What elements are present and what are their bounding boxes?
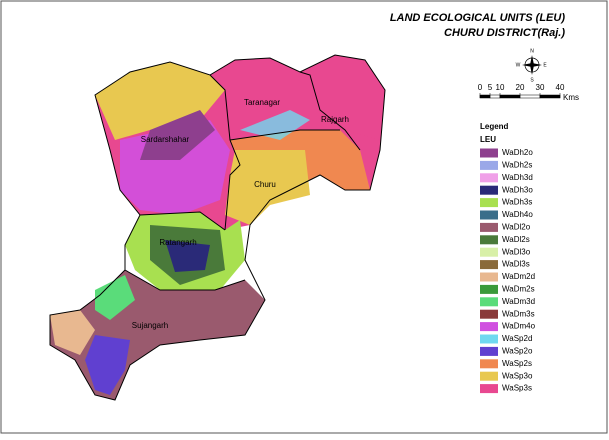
legend-label: WaDh3d: [502, 173, 533, 182]
compass-e: E: [543, 62, 547, 68]
region-label: Taranagar: [244, 98, 280, 107]
region-label: Rajgarh: [321, 115, 349, 124]
legend-label: WaDm4o: [502, 322, 536, 331]
scale-label: 20: [516, 83, 525, 92]
scale-segment: [489, 94, 501, 99]
scale-label: 5: [488, 83, 493, 92]
compass-n: N: [530, 48, 534, 54]
scale-label: 10: [496, 83, 505, 92]
legend-swatch: [480, 359, 498, 369]
legend-label: WaSp3s: [502, 384, 532, 393]
legend-swatch: [480, 297, 498, 307]
compass-w: W: [516, 62, 521, 68]
legend-label: WaDm2s: [502, 285, 535, 294]
legend-label: WaDl2o: [502, 223, 531, 232]
legend-label: WaDl2s: [502, 235, 530, 244]
legend-swatch: [480, 371, 498, 381]
legend-label: WaSp2s: [502, 359, 532, 368]
legend-swatch: [480, 272, 498, 282]
legend-swatch: [480, 247, 498, 257]
region-label: Churu: [254, 180, 276, 189]
legend-label: WaDm3s: [502, 309, 535, 318]
scale-segment: [499, 94, 521, 99]
map: [49, 54, 386, 401]
legend-swatch: [480, 148, 498, 158]
legend-swatch: [480, 160, 498, 170]
legend-subtitle: LEU: [480, 135, 496, 144]
legend-swatch: [480, 210, 498, 220]
legend-swatch: [480, 235, 498, 245]
scale-unit: Kms: [563, 93, 579, 102]
legend-swatch: [480, 198, 498, 208]
legend-swatch: [480, 346, 498, 356]
legend-label: WaDl3s: [502, 260, 530, 269]
legend-label: WaDl3o: [502, 247, 531, 256]
compass-s: S: [530, 77, 534, 83]
legend-label: WaSp3o: [502, 371, 533, 380]
legend-swatch: [480, 309, 498, 319]
region-label: Ratangarh: [159, 238, 196, 247]
legend-swatch: [480, 322, 498, 332]
region-label: Sardarshahar: [141, 135, 190, 144]
legend-title: Legend: [480, 122, 509, 131]
legend-swatch: [480, 260, 498, 270]
legend-label: WaDh4o: [502, 210, 533, 219]
legend-swatch: [480, 384, 498, 394]
legend: WaDh2o WaDh2s WaDh3d WaDh3o WaDh3s WaDh4o WaDl…: [480, 148, 536, 394]
legend-label: WaDh2o: [502, 148, 533, 157]
legend-swatch: [480, 185, 498, 195]
region-label: Sujangarh: [132, 321, 168, 330]
legend-swatch: [480, 222, 498, 232]
compass: N S E W: [516, 48, 548, 83]
legend-swatch: [480, 284, 498, 294]
legend-label: WaSp2o: [502, 347, 533, 356]
legend-swatch: [480, 334, 498, 344]
title-line: LAND ECOLOGICAL UNITS (LEU): [390, 12, 566, 24]
legend-label: WaDh2s: [502, 161, 532, 170]
scale-label: 30: [536, 83, 545, 92]
legend-label: WaDh3o: [502, 185, 533, 194]
title-line: CHURU DISTRICT(Raj.): [444, 27, 565, 39]
scale-label: 0: [478, 83, 483, 92]
legend-label: WaDh3s: [502, 198, 532, 207]
scale-label: 40: [556, 83, 565, 92]
legend-label: WaDm3d: [502, 297, 535, 306]
legend-swatch: [480, 173, 498, 183]
legend-label: WaDm2d: [502, 272, 535, 281]
scale-segment: [519, 94, 541, 99]
scale-segment: [539, 94, 561, 99]
legend-label: WaSp2d: [502, 334, 532, 343]
scale-segment: [479, 94, 491, 99]
